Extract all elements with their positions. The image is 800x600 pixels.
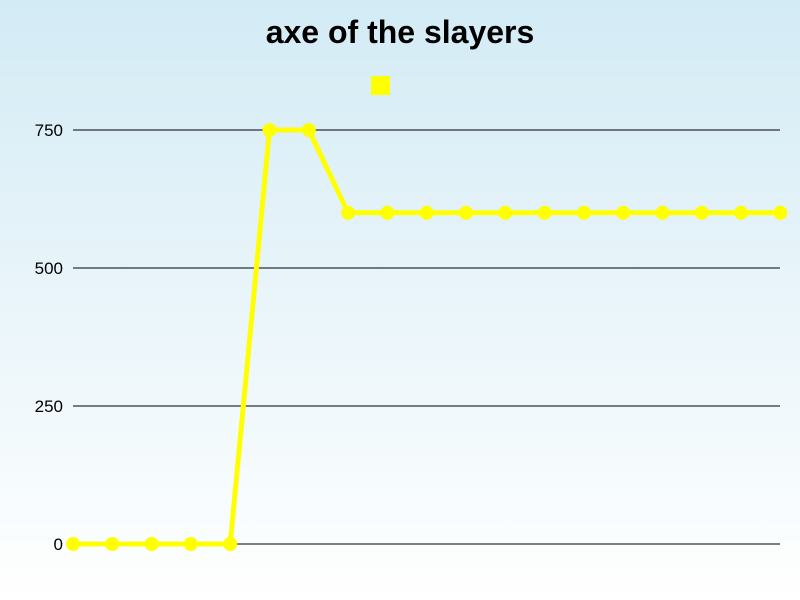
series-line [73, 127, 781, 547]
data-point [105, 537, 120, 551]
y-tick-label: 250 [35, 397, 63, 416]
data-point [419, 205, 434, 220]
y-tick-label: 750 [35, 121, 63, 140]
data-point [301, 123, 316, 137]
data-point [655, 205, 670, 220]
y-axis-tick-labels: 0 250 500 750 [35, 121, 63, 554]
data-point [223, 537, 238, 551]
chart-title: axe of the slayers [265, 14, 535, 50]
y-tick-label: 0 [54, 535, 63, 554]
data-point [66, 537, 80, 551]
data-point [380, 205, 395, 220]
data-point [576, 205, 591, 220]
data-point [183, 537, 198, 551]
data-point [459, 205, 473, 220]
y-tick-label: 500 [35, 259, 63, 278]
data-point [498, 205, 513, 220]
data-point [262, 123, 277, 137]
gridlines [73, 129, 780, 545]
data-point [616, 205, 631, 220]
data-point [144, 537, 159, 551]
data-point [773, 205, 788, 220]
data-point [341, 205, 356, 220]
data-point [694, 205, 709, 220]
series-group [66, 123, 788, 551]
legend-swatch [371, 76, 390, 95]
data-point [734, 205, 749, 220]
data-point [537, 205, 552, 220]
